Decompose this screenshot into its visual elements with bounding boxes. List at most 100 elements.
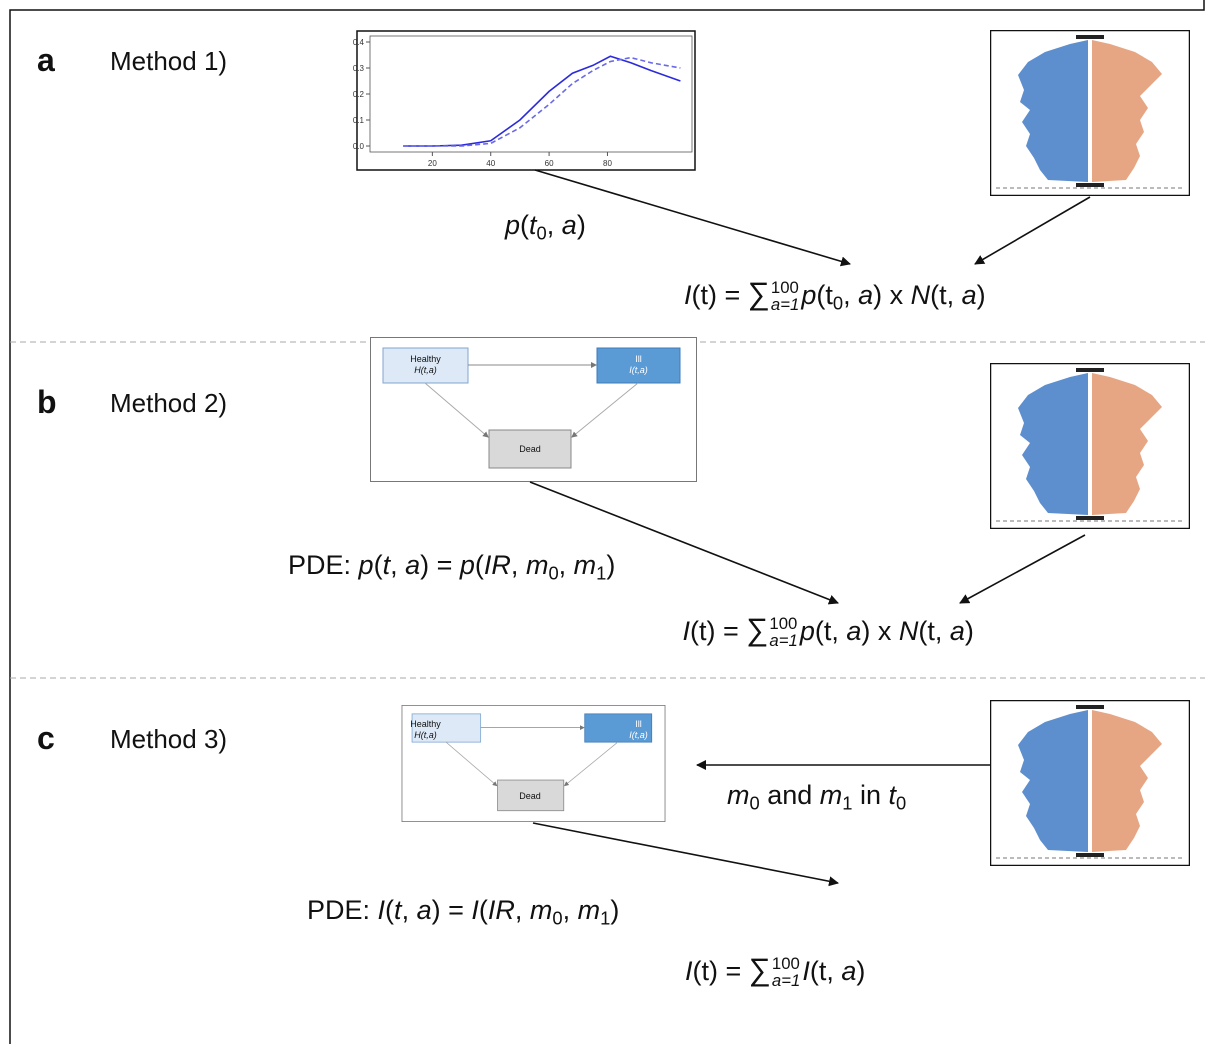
math-symbol: m	[577, 895, 601, 925]
math-symbol: p	[799, 616, 815, 646]
node-title: Ill	[635, 354, 642, 364]
x-tick-label: 80	[603, 159, 612, 168]
math-text: ,	[401, 895, 417, 925]
math-symbol: a	[561, 210, 577, 240]
math-symbol: I	[802, 956, 810, 986]
math-text: (	[385, 895, 395, 925]
math-symbol: a	[858, 280, 874, 310]
math-symbol: m	[529, 895, 553, 925]
math-text: )	[606, 550, 616, 580]
arrow-label: p(t0, a)	[505, 212, 586, 243]
math-symbol: I	[685, 956, 693, 986]
math-symbol: t	[888, 780, 897, 810]
mini-chart-frame	[356, 30, 696, 171]
math-text: (t) =	[692, 956, 749, 986]
math-symbol: I	[682, 616, 691, 646]
y-tick-label: 0.4	[353, 38, 365, 47]
sum-limits: 100 a=1	[769, 614, 798, 650]
upper-limit: 100	[770, 278, 799, 298]
y-tick-label: 0.2	[353, 90, 365, 99]
math-text: ,	[558, 550, 574, 580]
node-label: Healthy H(t,a)	[383, 354, 468, 377]
math-text: (	[373, 550, 383, 580]
series-line	[403, 56, 681, 147]
method-label: Method 2)	[110, 388, 228, 418]
lower-limit: a=1	[769, 630, 798, 650]
math-symbol: m	[525, 550, 549, 580]
node-label: Dead	[489, 791, 571, 802]
node-label: Healthy H(t,a)	[383, 719, 468, 742]
frame	[9, 0, 1205, 1044]
math-symbol: I	[684, 280, 692, 310]
math-text: (t,	[918, 616, 950, 646]
math-text: (t,	[930, 280, 962, 310]
math-text: )	[856, 956, 866, 986]
math-text: (t	[816, 280, 833, 310]
node-title: Healthy	[410, 718, 441, 729]
math-symbol: N	[910, 280, 931, 310]
math-text: )	[976, 280, 986, 310]
population-pyramid	[990, 30, 1190, 196]
population-pyramid	[990, 700, 1190, 866]
math-text: (	[474, 550, 484, 580]
math-symbol: IR	[487, 895, 515, 925]
math-text: )	[576, 210, 586, 240]
node-title: Ill	[635, 718, 642, 729]
math-symbol: m	[573, 550, 597, 580]
y-tick-label: 0.0	[353, 142, 365, 151]
math-text: ,	[390, 550, 406, 580]
subscript: 0	[896, 792, 907, 814]
arrow-label: PDE: I(t, a) = I(IR, m0, m1)	[307, 897, 619, 928]
math-symbol: t	[529, 210, 537, 240]
population-pyramid	[990, 363, 1190, 529]
math-text: PDE:	[288, 550, 359, 580]
node-subtitle: H(t,a)	[414, 365, 437, 376]
math-text: in	[852, 780, 889, 810]
node-subtitle: I(t,a)	[629, 729, 648, 740]
subscript: 1	[842, 792, 853, 814]
math-text: ,	[843, 280, 859, 310]
node-title: Dead	[519, 791, 541, 802]
formula: I(t) = ∑ 100 a=1 p(t, a) x N(t, a)	[683, 614, 974, 650]
math-symbol: I	[377, 895, 386, 925]
math-symbol: p	[459, 550, 475, 580]
math-symbol: m	[727, 780, 750, 810]
subscript: 0	[552, 907, 563, 929]
math-symbol: t	[394, 895, 402, 925]
subscript: 1	[596, 562, 607, 584]
math-symbol: p	[505, 210, 521, 240]
lower-limit: a=1	[770, 294, 800, 314]
y-tick-label: 0.1	[353, 116, 365, 125]
node-subtitle: H(t,a)	[414, 729, 437, 740]
method-label: Method 3)	[110, 724, 228, 754]
math-text: (t,	[809, 956, 842, 986]
math-text: ) x	[861, 616, 899, 646]
math-symbol: a	[949, 616, 965, 646]
math-text: (t) =	[691, 280, 748, 310]
x-tick-label: 60	[545, 159, 554, 168]
math-symbol: t	[382, 550, 391, 580]
math-symbol: a	[841, 956, 857, 986]
math-symbol: p	[358, 550, 374, 580]
math-symbol: p	[801, 280, 817, 310]
math-text: )	[610, 895, 620, 925]
subscript: 1	[600, 907, 611, 929]
node-label: Dead	[489, 444, 571, 455]
math-symbol: a	[961, 280, 977, 310]
subscript: 0	[536, 222, 547, 244]
upper-limit: 100	[769, 614, 798, 634]
sum-sign: ∑	[747, 276, 770, 311]
math-text: PDE:	[307, 895, 378, 925]
sum-limits: 100 a=1	[772, 955, 800, 989]
panel-letter: c	[37, 720, 55, 756]
subscript: 0	[548, 562, 559, 584]
math-symbol: a	[405, 550, 421, 580]
math-symbol: m	[819, 780, 843, 810]
arrow-label: PDE: p(t, a) = p(IR, m0, m1)	[288, 552, 615, 583]
subscript: 0	[832, 292, 844, 314]
arrows	[529, 169, 1091, 887]
math-text: ) =	[431, 895, 472, 925]
math-symbol: I	[471, 895, 479, 925]
panel-letter: a	[37, 42, 55, 78]
